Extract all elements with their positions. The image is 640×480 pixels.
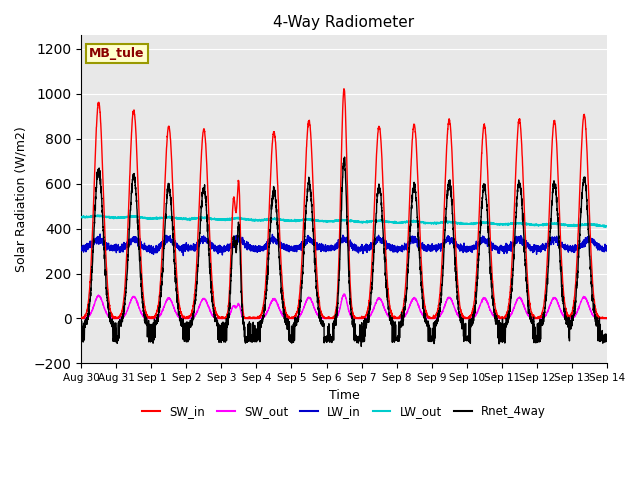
Legend: SW_in, SW_out, LW_in, LW_out, Rnet_4way: SW_in, SW_out, LW_in, LW_out, Rnet_4way (138, 401, 550, 423)
Title: 4-Way Radiometer: 4-Way Radiometer (273, 15, 415, 30)
X-axis label: Time: Time (329, 389, 360, 402)
Y-axis label: Solar Radiation (W/m2): Solar Radiation (W/m2) (15, 127, 28, 272)
Text: MB_tule: MB_tule (89, 47, 145, 60)
